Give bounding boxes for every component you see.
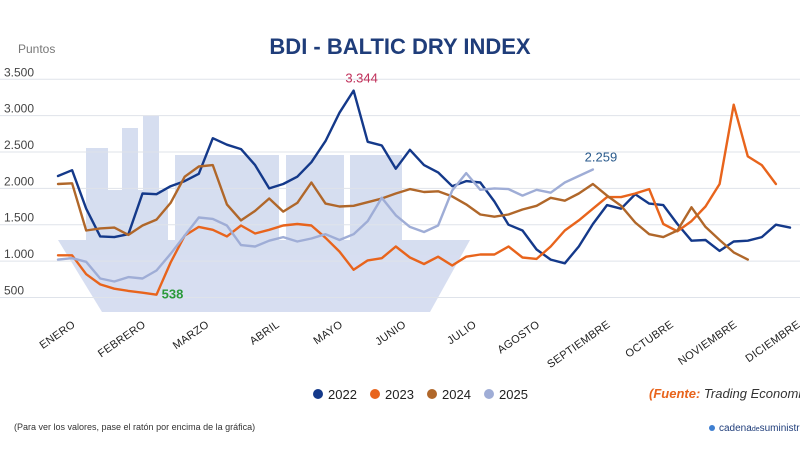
legend-marker-icon [313, 389, 323, 399]
source-open: ( [649, 386, 655, 401]
data-label: 2.259 [585, 150, 618, 165]
legend-label: 2024 [442, 387, 471, 402]
series-lines [56, 89, 792, 296]
legend-item-2022[interactable]: 2022 [313, 387, 357, 402]
annotations: 3.344 538 2.259 [162, 71, 618, 302]
x-tick-label: SEPTIEMBRE [545, 319, 612, 371]
chart-title: BDI - BALTIC DRY INDEX [269, 34, 530, 59]
x-tick-label: ABRIL [248, 319, 282, 348]
x-tick-label: AGOSTO [496, 319, 543, 357]
series-line-2023 [56, 103, 778, 296]
y-tick-label: 500 [4, 283, 24, 297]
legend-item-2024[interactable]: 2024 [427, 387, 471, 402]
y-tick-label: 1.000 [4, 247, 34, 261]
y-tick-label: 2.500 [4, 138, 34, 152]
brand-logo: cadenadesuministro [709, 423, 800, 434]
series-line-2025 [56, 168, 595, 283]
legend-marker-icon [370, 389, 380, 399]
legend-label: 2022 [328, 387, 357, 402]
y-tick-label: 1.500 [4, 211, 34, 225]
legend-label: 2023 [385, 387, 414, 402]
legend: 2022 2023 2024 2025 [313, 387, 528, 402]
source-label: Fuente: [653, 386, 700, 401]
y-tick-label: 3.000 [4, 102, 34, 116]
x-tick-label: JUNIO [373, 319, 408, 349]
x-tick-label: ENERO [38, 319, 78, 352]
legend-marker-icon [427, 389, 437, 399]
source-value: Trading Economic) [700, 386, 800, 401]
data-label: 3.344 [345, 71, 378, 86]
x-tick-label: OCTUBRE [623, 319, 676, 361]
ship-watermark [58, 116, 470, 312]
series-line-2024 [56, 163, 749, 261]
brand-dot-icon [709, 425, 715, 431]
brand-left: cadena [719, 423, 752, 434]
legend-marker-icon [484, 389, 494, 399]
x-tick-label: MARZO [171, 319, 212, 353]
x-tick-label: JULIO [445, 319, 479, 348]
y-axis-label: Puntos [18, 42, 55, 56]
svg-text:cadenadesuministro: cadenadesuministro [719, 423, 800, 434]
legend-label: 2025 [499, 387, 528, 402]
y-tick-label: 3.500 [4, 65, 34, 79]
x-tick-label: MAYO [311, 319, 345, 348]
y-axis: 500 1.000 1.500 2.000 2.500 3.000 3.500 [4, 65, 34, 297]
data-label: 538 [162, 287, 184, 302]
x-tick-label: NOVIEMBRE [676, 319, 739, 368]
legend-item-2025[interactable]: 2025 [484, 387, 528, 402]
source-note: (Fuente: Trading Economic) [649, 386, 800, 401]
footnote: (Para ver los valores, pase el ratón por… [14, 422, 255, 432]
y-tick-label: 2.000 [4, 174, 34, 188]
legend-item-2023[interactable]: 2023 [370, 387, 414, 402]
series-line-2022 [56, 89, 792, 265]
x-tick-label: FEBRERO [96, 319, 148, 361]
x-tick-label: DICIEMBRE [744, 319, 800, 365]
brand-right: suministro [760, 423, 800, 434]
brand-middle: de [752, 426, 760, 433]
x-axis: ENERO FEBRERO MARZO ABRIL MAYO JUNIO JULIO AGOS… [38, 319, 800, 371]
